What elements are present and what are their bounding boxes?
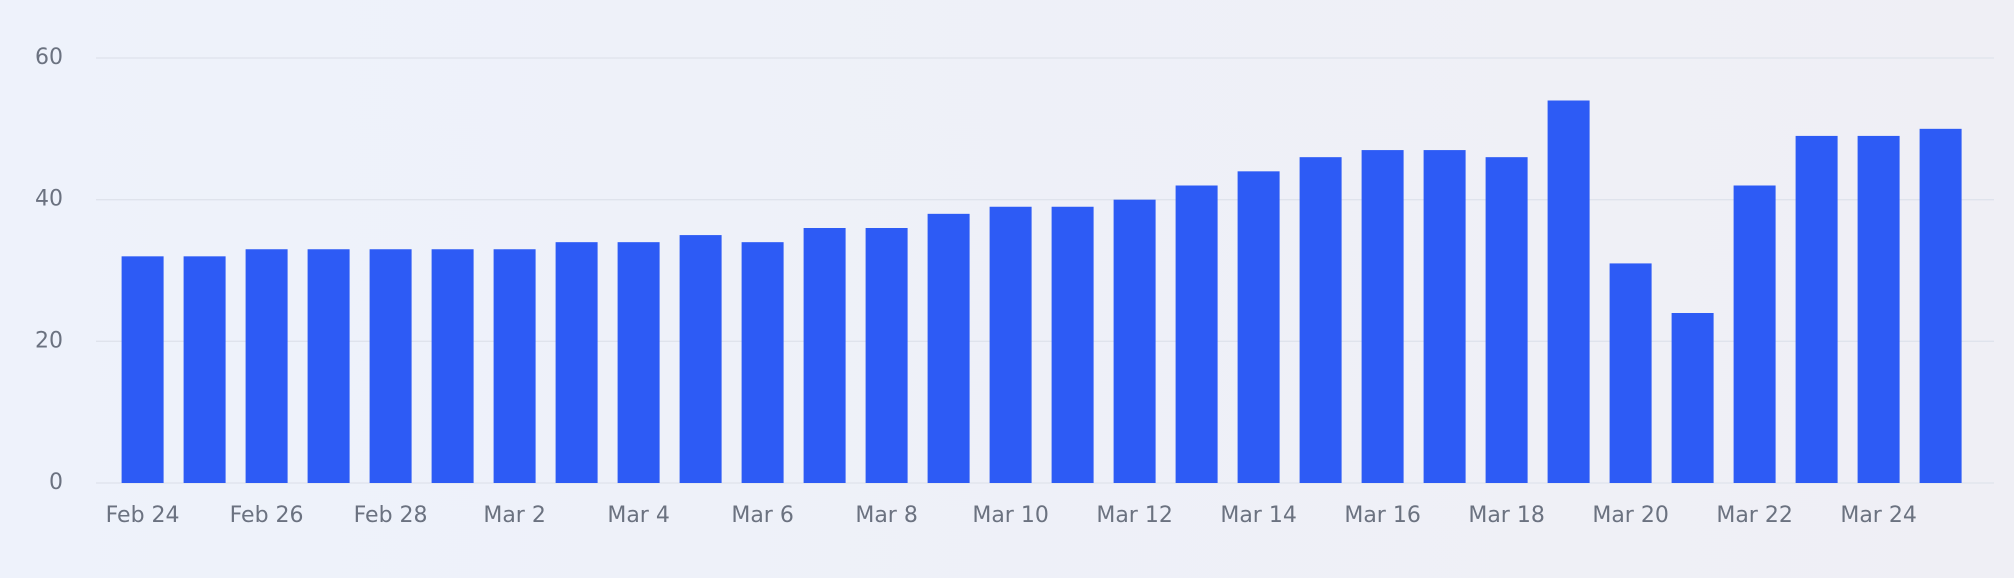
bar — [1113, 199, 1156, 483]
bar — [1485, 157, 1528, 483]
x-tick-label: Mar 10 — [972, 503, 1049, 528]
x-tick-label: Mar 8 — [855, 503, 918, 528]
x-tick-label: Mar 2 — [483, 503, 546, 528]
x-tick-label: Feb 28 — [354, 503, 428, 528]
x-tick-label: Mar 4 — [607, 503, 670, 528]
bar — [1857, 135, 1900, 483]
bar — [1175, 185, 1218, 483]
bar — [1051, 206, 1094, 483]
y-tick-label: 0 — [49, 470, 63, 495]
bar — [1547, 100, 1590, 483]
x-tick-label: Mar 14 — [1220, 503, 1297, 528]
bar — [927, 213, 970, 484]
bar — [431, 249, 474, 483]
y-tick-label: 60 — [35, 45, 63, 70]
bar — [1299, 157, 1342, 483]
bar — [555, 242, 598, 483]
bar — [865, 228, 908, 483]
bar — [1795, 135, 1838, 483]
bar — [1361, 150, 1404, 484]
bar — [803, 228, 846, 483]
x-tick-label: Mar 20 — [1592, 503, 1669, 528]
bar — [245, 249, 288, 483]
bar — [121, 256, 164, 483]
bar — [1919, 128, 1962, 484]
x-tick-label: Mar 6 — [731, 503, 794, 528]
bar — [369, 249, 412, 483]
bar — [741, 242, 784, 483]
bar — [1423, 150, 1466, 484]
bar — [1237, 171, 1280, 484]
x-tick-label: Feb 24 — [106, 503, 180, 528]
bar — [183, 256, 226, 483]
bar — [1609, 263, 1652, 483]
x-tick-label: Mar 12 — [1096, 503, 1173, 528]
bar — [617, 242, 660, 483]
bar — [1671, 313, 1714, 483]
x-tick-label: Mar 24 — [1840, 503, 1917, 528]
bar — [679, 235, 722, 483]
bar — [989, 206, 1032, 483]
x-tick-label: Mar 18 — [1468, 503, 1545, 528]
bar — [307, 249, 350, 483]
x-tick-label: Mar 22 — [1716, 503, 1793, 528]
x-tick-label: Mar 16 — [1344, 503, 1421, 528]
y-tick-label: 40 — [35, 187, 63, 212]
bar — [493, 249, 536, 483]
bar — [1733, 185, 1776, 483]
x-tick-label: Feb 26 — [230, 503, 304, 528]
y-tick-label: 20 — [35, 328, 63, 353]
